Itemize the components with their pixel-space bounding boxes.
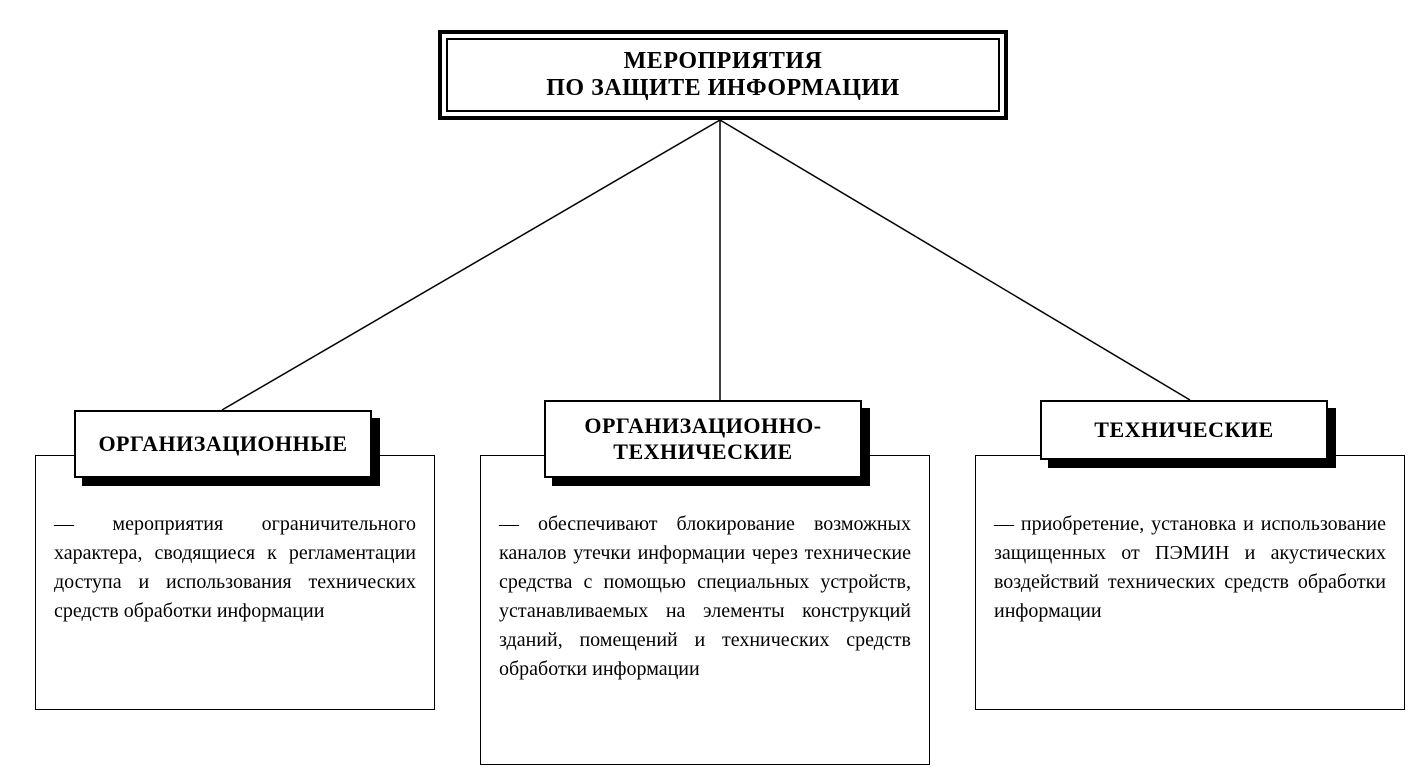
child-description-box: — мероприятия ограничительного характера… [35, 455, 435, 710]
child-title-line1: ОРГАНИЗАЦИОННО- [584, 413, 821, 439]
root-node: МЕРОПРИЯТИЯ ПО ЗАЩИТЕ ИНФОРМАЦИИ [438, 30, 1008, 120]
child-description-box: — обеспечивают блокирование возможных ка… [480, 455, 930, 765]
root-title-line1: МЕРОПРИЯТИЯ [624, 48, 823, 75]
child-description-text: — приобретение, установка и использовани… [994, 513, 1386, 622]
child-title-line2: ТЕХНИЧЕСКИЕ [613, 439, 792, 465]
child-title-box: ТЕХНИЧЕСКИЕ [1040, 400, 1328, 460]
child-title-line1: ОРГАНИЗАЦИОННЫЕ [98, 431, 347, 457]
child-description-box: — приобретение, установка и использовани… [975, 455, 1405, 710]
child-description-text: — мероприятия ограничительного характера… [54, 513, 416, 622]
child-title-box: ОРГАНИЗАЦИОННО- ТЕХНИЧЕСКИЕ [544, 400, 862, 478]
child-title-box: ОРГАНИЗАЦИОННЫЕ [74, 410, 372, 478]
root-title-line2: ПО ЗАЩИТЕ ИНФОРМАЦИИ [546, 75, 899, 102]
root-node-inner: МЕРОПРИЯТИЯ ПО ЗАЩИТЕ ИНФОРМАЦИИ [446, 38, 1000, 112]
child-title-line1: ТЕХНИЧЕСКИЕ [1094, 417, 1273, 443]
child-description-text: — обеспечивают блокирование возможных ка… [499, 513, 911, 680]
